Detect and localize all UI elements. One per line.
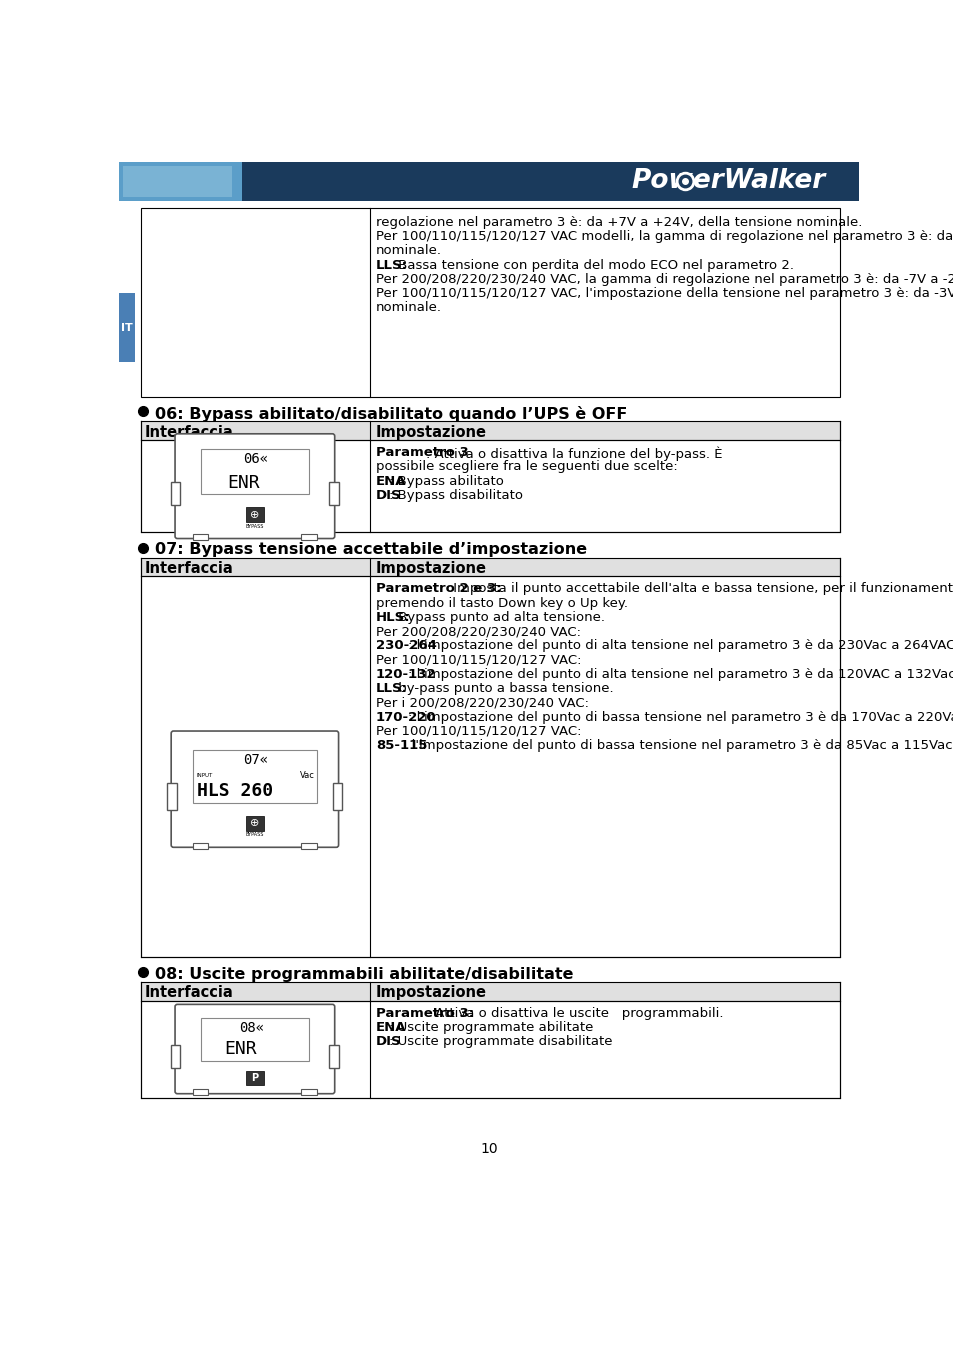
Text: : Uscite programmate disabilitate: : Uscite programmate disabilitate (389, 1035, 613, 1048)
Bar (167, 783, 176, 810)
Text: Per i 200/208/220/230/240 VAC:: Per i 200/208/220/230/240 VAC: (375, 697, 588, 709)
Text: IT: IT (121, 323, 132, 332)
Bar (119, 162, 241, 201)
Bar (141, 1000, 840, 1098)
Bar (301, 842, 316, 849)
Bar (245, 1072, 264, 1085)
Text: Per 100/110/115/120/127 VAC, l'impostazione della tensione nel parametro 3 è: da: Per 100/110/115/120/127 VAC, l'impostazi… (375, 288, 953, 300)
FancyBboxPatch shape (171, 732, 338, 848)
Bar (119, 293, 134, 362)
Text: : l'impostazione del punto di alta tensione nel parametro 3 è da 120VAC a 132Vac: : l'impostazione del punto di alta tensi… (407, 668, 953, 680)
Text: 230-264: 230-264 (375, 640, 436, 652)
Text: Bypass punto ad alta tensione.: Bypass punto ad alta tensione. (394, 612, 604, 624)
Text: Per 200/208/220/230/240 VAC, la gamma di regolazione nel parametro 3 è: da -7V a: Per 200/208/220/230/240 VAC, la gamma di… (375, 273, 953, 286)
Bar (193, 1089, 208, 1095)
Text: LLS:: LLS: (375, 259, 407, 271)
Text: INPUT: INPUT (196, 774, 213, 779)
Bar (171, 482, 180, 505)
Text: DIS: DIS (375, 489, 401, 502)
Text: PowerWalker: PowerWalker (631, 169, 825, 194)
Text: LLS:: LLS: (375, 682, 407, 695)
Bar (141, 981, 840, 1000)
Text: Interfaccia: Interfaccia (145, 560, 233, 576)
Text: ENR: ENR (228, 474, 260, 491)
Text: ⊕: ⊕ (250, 818, 259, 829)
FancyBboxPatch shape (174, 1004, 335, 1094)
Bar (200, 1018, 309, 1061)
Text: Parametro 3: Parametro 3 (375, 446, 468, 459)
Text: 08: Uscite programmabili abilitate/disabilitate: 08: Uscite programmabili abilitate/disab… (154, 967, 573, 981)
Text: 170-220: 170-220 (375, 710, 436, 724)
Text: Parametro 3:: Parametro 3: (375, 1007, 474, 1019)
Bar (200, 450, 309, 494)
Text: Impostazione: Impostazione (375, 424, 486, 440)
Text: ENR: ENR (224, 1041, 256, 1058)
Text: P: P (251, 1073, 258, 1083)
Text: DIS: DIS (375, 1035, 401, 1048)
Text: Attiva o disattiva le uscite   programmabili.: Attiva o disattiva le uscite programmabi… (430, 1007, 722, 1019)
Bar (241, 162, 858, 201)
FancyBboxPatch shape (174, 433, 335, 539)
Text: Impostazione: Impostazione (375, 986, 486, 1000)
Text: : Bypass abilitato: : Bypass abilitato (389, 475, 504, 487)
Bar (193, 751, 316, 803)
Text: Parametro 2 e 3:: Parametro 2 e 3: (375, 582, 500, 595)
Text: ⊕: ⊕ (250, 510, 259, 520)
Bar (141, 421, 840, 440)
Text: Bassa tensione con perdita del modo ECO nel parametro 2.: Bassa tensione con perdita del modo ECO … (394, 259, 793, 271)
Text: premendo il tasto Down key o Up key.: premendo il tasto Down key o Up key. (375, 597, 627, 610)
Text: Per 100/110/115/120/127 VAC modelli, la gamma di regolazione nel parametro 3 è: : Per 100/110/115/120/127 VAC modelli, la … (375, 230, 953, 243)
Text: HLS:: HLS: (375, 612, 410, 624)
Text: nominale.: nominale. (375, 244, 441, 258)
Bar (141, 558, 840, 576)
Bar (171, 1045, 180, 1068)
Bar (245, 508, 264, 522)
Text: Per 100/110/115/120/127 VAC:: Per 100/110/115/120/127 VAC: (375, 725, 580, 738)
Text: 85-115: 85-115 (375, 738, 427, 752)
Bar (123, 166, 232, 197)
Bar (141, 576, 840, 957)
Bar (193, 842, 208, 849)
Bar (141, 440, 840, 532)
Text: possibile scegliere fra le seguenti due scelte:: possibile scegliere fra le seguenti due … (375, 460, 677, 474)
Text: BYPASS: BYPASS (246, 833, 264, 837)
Text: 120-132: 120-132 (375, 668, 436, 680)
Text: BYPASS: BYPASS (246, 524, 264, 529)
Text: ENA: ENA (375, 1021, 406, 1034)
Text: Vac: Vac (299, 771, 314, 779)
Text: 10: 10 (479, 1142, 497, 1156)
Text: 07«: 07« (243, 752, 268, 767)
Text: Per 200/208/220/230/240 VAC:: Per 200/208/220/230/240 VAC: (375, 625, 580, 639)
Text: : l'impostazione del punto di alta tensione nel parametro 3 è da 230Vac a 264VAC: : l'impostazione del punto di alta tensi… (407, 640, 953, 652)
Bar (333, 783, 342, 810)
Bar (141, 208, 840, 397)
Bar (245, 815, 264, 832)
Text: Impostazione: Impostazione (375, 560, 486, 576)
Text: regolazione nel parametro 3 è: da +7V a +24V, della tensione nominale.: regolazione nel parametro 3 è: da +7V a … (375, 216, 862, 230)
Text: : Attiva o disattiva la funzione del by-pass. È: : Attiva o disattiva la funzione del by-… (426, 446, 721, 460)
Text: nominale.: nominale. (375, 301, 441, 315)
Text: Interfaccia: Interfaccia (145, 986, 233, 1000)
Text: : l'impostazione del punto di bassa tensione nel parametro 3 è da 170Vac a 220Va: : l'impostazione del punto di bassa tens… (407, 710, 953, 724)
Bar (193, 533, 208, 540)
Text: : Bypass disabilitato: : Bypass disabilitato (389, 489, 523, 502)
Bar (329, 482, 338, 505)
Text: 06«: 06« (243, 451, 268, 466)
Text: ENA: ENA (375, 475, 406, 487)
Text: 08«: 08« (239, 1021, 264, 1034)
Bar (301, 533, 316, 540)
Bar (329, 1045, 338, 1068)
Text: Imposta il punto accettabile dell'alta e bassa tensione, per il funzionamento in: Imposta il punto accettabile dell'alta e… (448, 582, 953, 595)
Text: : l'impostazione del punto di bassa tensione nel parametro 3 è da 85Vac a 115Vac: : l'impostazione del punto di bassa tens… (403, 738, 953, 752)
Text: : Uscite programmate abilitate: : Uscite programmate abilitate (389, 1021, 593, 1034)
Bar (301, 1089, 316, 1095)
Text: Interfaccia: Interfaccia (145, 424, 233, 440)
Text: 06: Bypass abilitato/disabilitato quando l’UPS è OFF: 06: Bypass abilitato/disabilitato quando… (154, 406, 627, 423)
Text: by-pass punto a bassa tensione.: by-pass punto a bassa tensione. (394, 682, 613, 695)
Text: HLS 260: HLS 260 (196, 783, 273, 801)
Text: 07: Bypass tensione accettabile d’impostazione: 07: Bypass tensione accettabile d’impost… (154, 543, 586, 558)
Text: Per 100/110/115/120/127 VAC:: Per 100/110/115/120/127 VAC: (375, 653, 580, 667)
